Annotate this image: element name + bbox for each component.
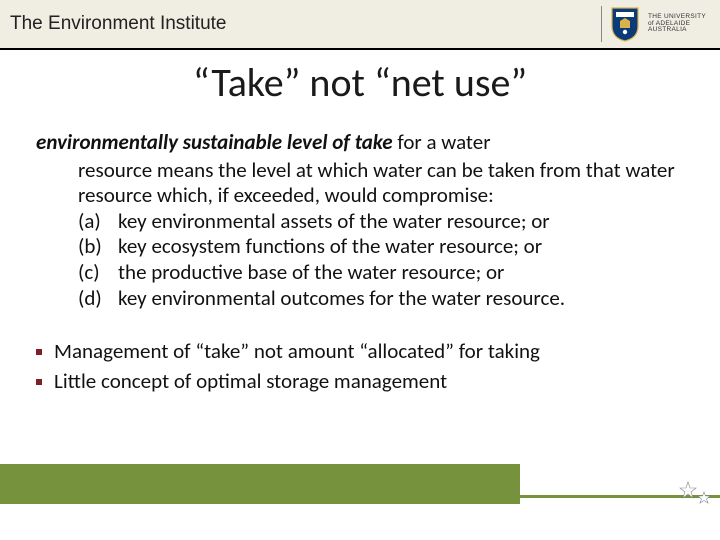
definition-continuation: resource means the level at which water … xyxy=(36,158,684,209)
definition-lead-rest: for a water xyxy=(393,129,491,155)
definition-term: environmentally sustainable level of tak… xyxy=(36,129,393,155)
bullet-list: Management of “take” not amount “allocat… xyxy=(36,339,684,394)
footer-bar xyxy=(0,464,720,504)
definition-item-label: (a) xyxy=(78,209,118,235)
footer-green-block xyxy=(0,464,520,504)
definition-item-text: key ecosystem functions of the water res… xyxy=(118,234,684,260)
definition-item-label: (b) xyxy=(78,234,118,260)
header-divider xyxy=(601,6,602,42)
definition-item-text: key environmental assets of the water re… xyxy=(118,209,684,235)
institute-name: The Environment Institute xyxy=(10,13,227,35)
university-crest-icon xyxy=(610,6,640,42)
definition-item: (b) key ecosystem functions of the water… xyxy=(78,234,684,260)
definition-item-text: key environmental outcomes for the water… xyxy=(118,286,684,312)
definition-item: (c) the productive base of the water res… xyxy=(78,260,684,286)
bullet-text: Management of “take” not amount “allocat… xyxy=(54,339,540,365)
definition-item-text: the productive base of the water resourc… xyxy=(118,260,684,286)
slide: The Environment Institute THE UNIVERSITY… xyxy=(0,0,720,540)
bullet-marker-icon xyxy=(36,349,42,355)
bullet-text: Little concept of optimal storage manage… xyxy=(54,369,447,395)
slide-title: “Take” not “net use” xyxy=(0,58,720,107)
slide-body: environmentally sustainable level of tak… xyxy=(36,130,684,398)
definition-lead: environmentally sustainable level of tak… xyxy=(36,130,684,156)
definition-item-label: (c) xyxy=(78,260,118,286)
definition-item: (a) key environmental assets of the wate… xyxy=(78,209,684,235)
bullet-marker-icon xyxy=(36,379,42,385)
university-name: THE UNIVERSITY of ADELAIDE AUSTRALIA xyxy=(648,14,706,34)
definition-item-label: (d) xyxy=(78,286,118,312)
definition-list: (a) key environmental assets of the wate… xyxy=(36,209,684,311)
header-right: THE UNIVERSITY of ADELAIDE AUSTRALIA xyxy=(601,6,706,42)
uni-line-3: AUSTRALIA xyxy=(648,27,706,34)
bullet-item: Little concept of optimal storage manage… xyxy=(36,369,684,395)
header-bar: The Environment Institute THE UNIVERSITY… xyxy=(0,0,720,50)
definition-item: (d) key environmental outcomes for the w… xyxy=(78,286,684,312)
bullet-item: Management of “take” not amount “allocat… xyxy=(36,339,684,365)
stars-icon xyxy=(670,480,714,508)
